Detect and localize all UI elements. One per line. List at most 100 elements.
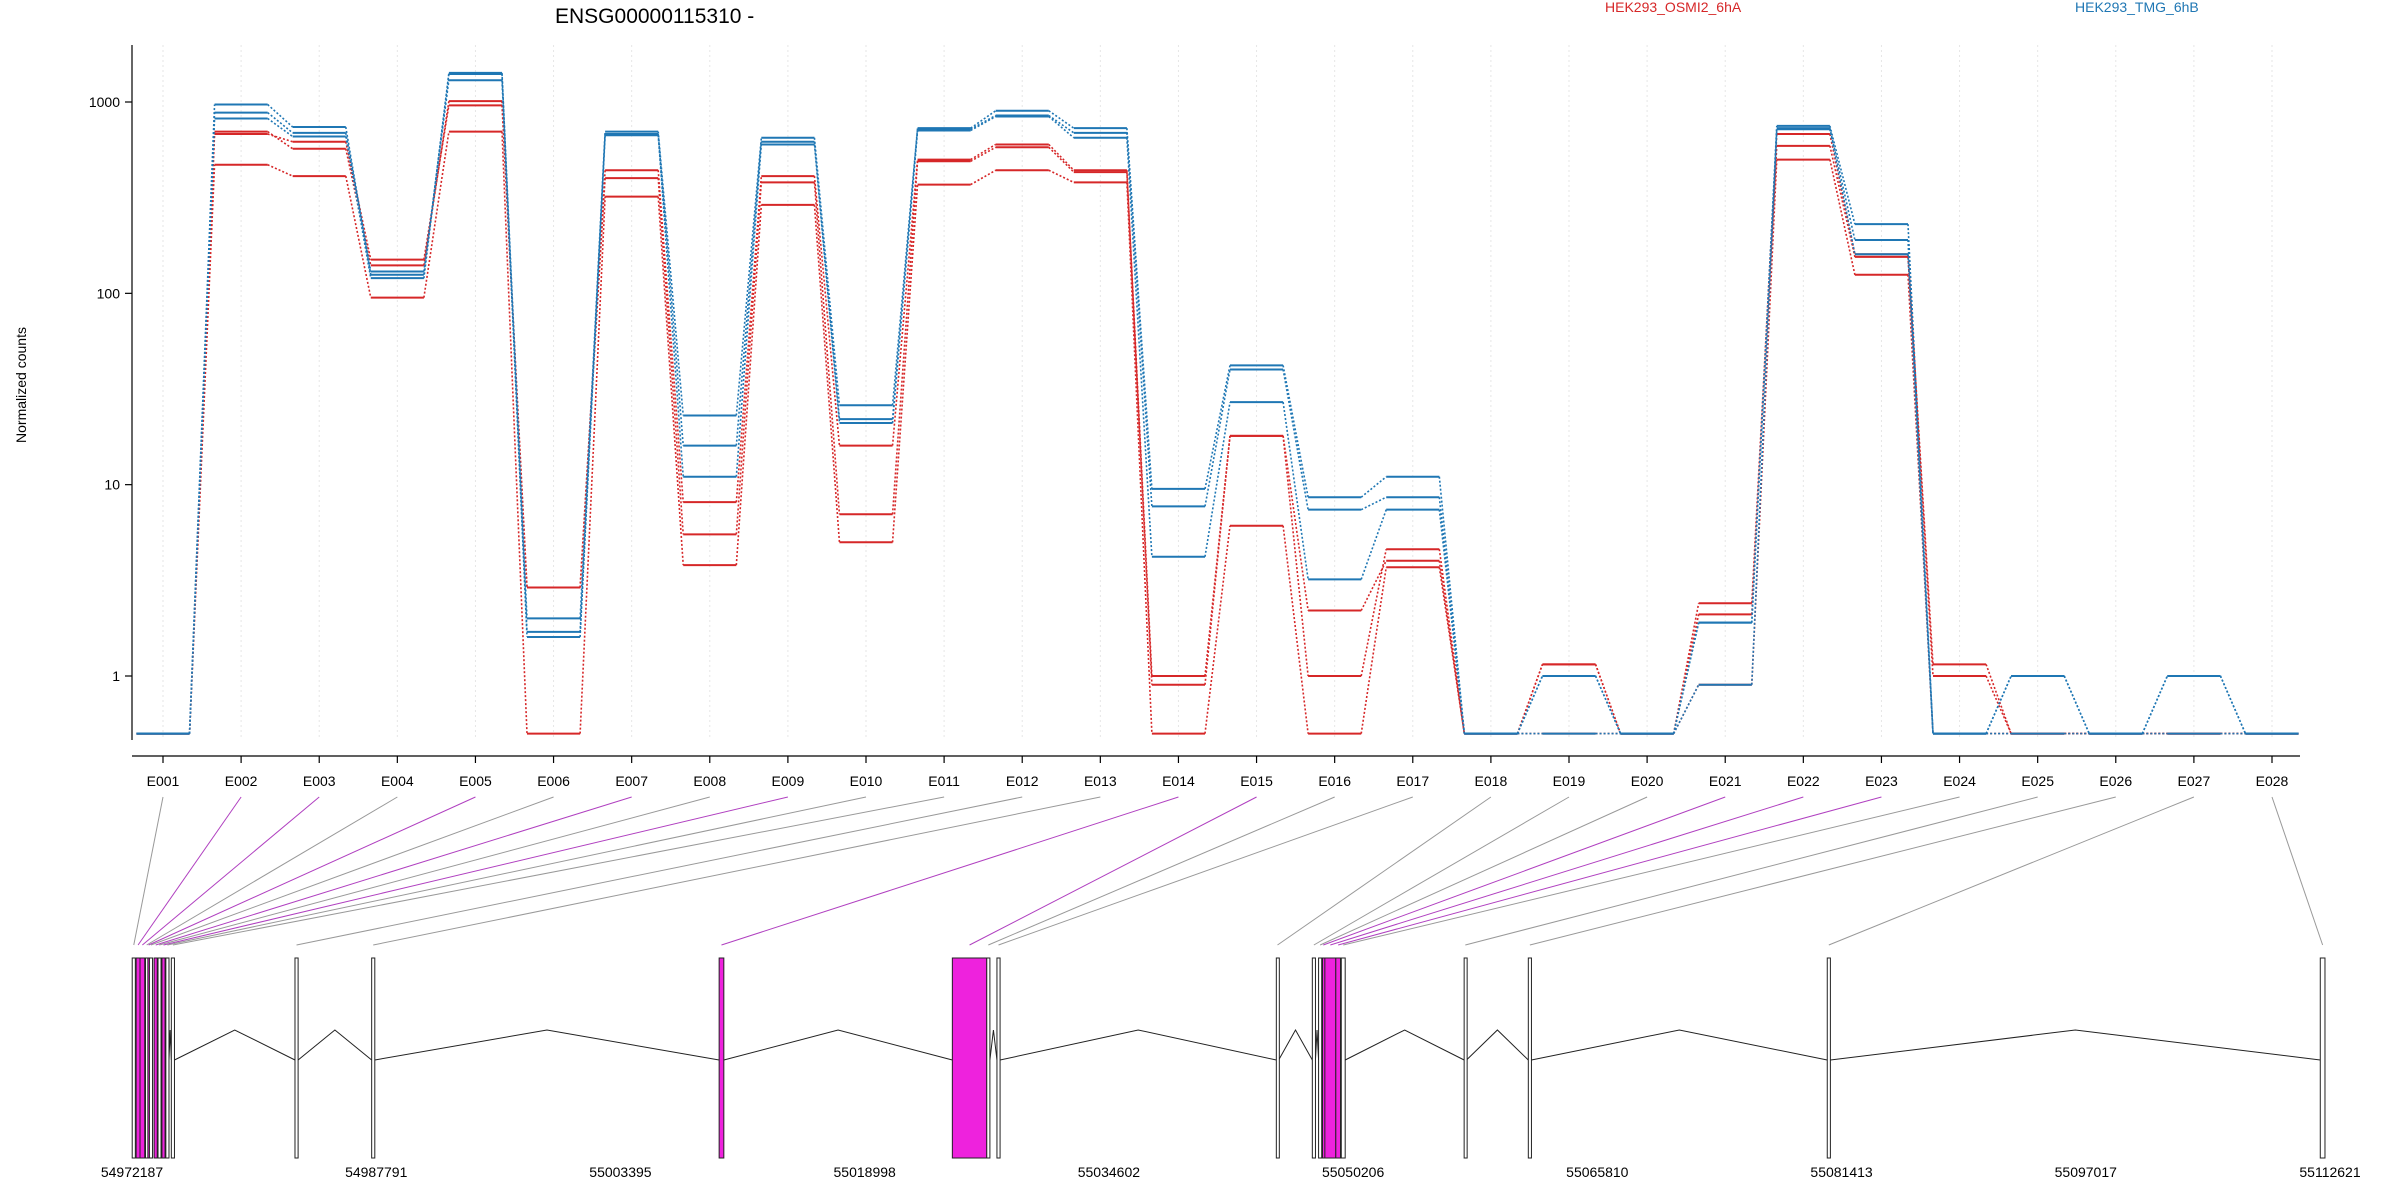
x-tick-label-e014: E014 (1162, 773, 1195, 789)
connector-e023 (1338, 796, 1882, 946)
series-lines (136, 71, 2299, 735)
connector-e021 (1323, 796, 1726, 946)
series-1-connector-10 (891, 159, 919, 446)
intron-11 (174, 1029, 296, 1061)
series-5-connector-12 (1048, 114, 1075, 134)
intron-12 (297, 1029, 372, 1061)
coordinate-label-6: 55050206 (1322, 1164, 1385, 1180)
intron-26 (1531, 1029, 1828, 1061)
series-4 (136, 73, 2299, 735)
exon-e022 (1324, 957, 1337, 1159)
series-6-connector-16 (1360, 509, 1387, 580)
x-tick-label-e004: E004 (381, 773, 414, 789)
series-5-connector-6 (579, 134, 606, 632)
series-4-connector-22 (1829, 125, 1856, 225)
series-3-connector-2 (267, 164, 293, 177)
series-5-connector-21 (1750, 128, 1778, 623)
series-2-connector-9 (813, 182, 841, 515)
series-3-connector-17 (1438, 567, 1466, 734)
connector-e012 (296, 796, 1023, 946)
connector-e020 (1319, 796, 1648, 946)
series-5-connector-22 (1829, 127, 1856, 241)
intron-27 (1830, 1029, 2321, 1061)
x-tick-label-e006: E006 (537, 773, 570, 789)
series-1-connector-12 (1048, 143, 1075, 171)
x-tick-label-e019: E019 (1553, 773, 1586, 789)
series-6-connector-7 (657, 135, 685, 477)
series-5-connector-3 (344, 132, 372, 272)
series-6-connector-13 (1126, 137, 1153, 557)
coordinate-label-10: 55112621 (2299, 1164, 2360, 1180)
series-2-connector-14 (1204, 435, 1231, 685)
y-tick-label-1000: 1000 (89, 94, 120, 110)
x-tick-label-e005: E005 (459, 773, 492, 789)
series-3-connector-11 (970, 169, 997, 186)
series-4-connector-7 (657, 131, 685, 416)
series-4-connector-6 (579, 131, 606, 619)
x-tick-label-e017: E017 (1396, 773, 1429, 789)
series-2-connector-19 (1594, 664, 1622, 734)
exon-e010 (165, 957, 170, 1159)
x-tick-label-e003: E003 (303, 773, 336, 789)
series-6-connector-10 (891, 130, 919, 424)
series-4-connector-8 (735, 137, 763, 416)
x-tick-label-e028: E028 (2256, 773, 2289, 789)
series-2-connector-2 (267, 133, 293, 143)
connector-e016 (988, 796, 1335, 946)
series-6-connector-4 (423, 72, 450, 279)
exon-e028 (2319, 957, 2326, 1159)
series-2-connector-7 (657, 178, 685, 535)
series-6-connector-20 (1672, 684, 1700, 734)
axes: 1 10 100 1000 E001 E002 E003 E004 E005 E006 E007 E0… (89, 45, 2300, 789)
series-3 (136, 130, 2299, 735)
exon-e026 (1527, 957, 1532, 1159)
y-tick-label-10: 10 (104, 477, 120, 493)
x-tick-label-e021: E021 (1709, 773, 1742, 789)
series-2-connector-10 (891, 161, 919, 515)
series-2 (136, 104, 2299, 735)
series-5-connector-14 (1204, 369, 1231, 507)
x-tick-label-e023: E023 (1865, 773, 1898, 789)
connector-e011 (172, 796, 945, 946)
x-tick-label-e011: E011 (928, 773, 960, 789)
intron-16 (989, 1029, 998, 1061)
exon-e027 (1826, 957, 1831, 1159)
coordinate-label-1: 54972187 (101, 1164, 164, 1180)
connector-e001 (133, 796, 164, 946)
connector-e025 (1465, 796, 2038, 946)
series-2-connector-12 (1048, 146, 1075, 173)
series-1-connector-8 (735, 176, 763, 503)
series-2-connector-18 (1516, 664, 1544, 734)
x-tick-label-e008: E008 (693, 773, 726, 789)
x-tick-label-e016: E016 (1318, 773, 1351, 789)
exon-e019 (1311, 957, 1316, 1159)
intron-17 (999, 1029, 1277, 1061)
connector-e005 (148, 796, 476, 946)
series-5-connector-11 (970, 114, 997, 130)
exon-e023 (1335, 957, 1341, 1159)
series-3-connector-5 (501, 131, 528, 734)
intron-24 (1344, 1029, 1465, 1061)
series-2-connector-8 (735, 182, 763, 535)
series-1-connector-7 (657, 170, 685, 503)
series-1-connector-11 (970, 143, 997, 161)
series-4-connector-11 (970, 110, 997, 129)
connector-e004 (146, 796, 398, 946)
connector-e014 (721, 796, 1179, 946)
exon-e018 (1275, 957, 1280, 1159)
coordinate-label-9: 55097017 (2055, 1164, 2118, 1180)
connector-e015 (969, 796, 1257, 946)
series-2-connector-24 (1985, 675, 2012, 734)
x-tick-label-e009: E009 (772, 773, 805, 789)
exon-e024 (1340, 957, 1346, 1159)
series-6-connector-12 (1048, 115, 1075, 139)
x-tick-label-e026: E026 (2099, 773, 2132, 789)
x-tick-label-e018: E018 (1475, 773, 1508, 789)
series-5-connector-15 (1282, 369, 1309, 510)
series-6 (136, 71, 2299, 735)
connector-e007 (155, 796, 632, 946)
exon-e012 (294, 957, 299, 1159)
x-tick-label-e020: E020 (1631, 773, 1664, 789)
exon-e025 (1463, 957, 1468, 1159)
